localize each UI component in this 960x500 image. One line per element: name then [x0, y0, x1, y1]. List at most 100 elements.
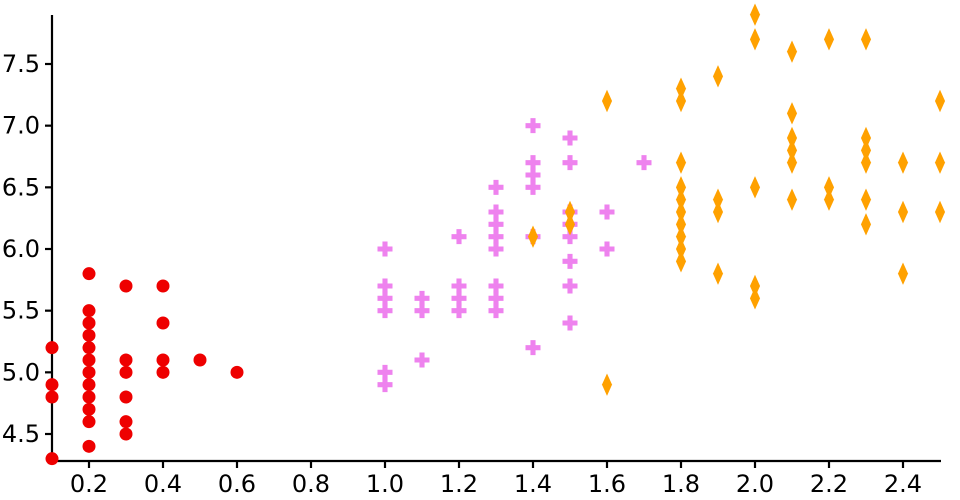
- x-tick-label: 0.6: [218, 470, 256, 498]
- data-point-circle: [119, 390, 133, 404]
- data-point-diamond: [934, 89, 946, 113]
- data-point-circle: [82, 341, 96, 355]
- data-point-circle: [45, 452, 59, 466]
- data-point-plus: [562, 155, 578, 171]
- data-point-circle: [82, 390, 96, 404]
- data-point-diamond: [675, 213, 687, 236]
- data-point-circle: [156, 353, 170, 367]
- series-virginica-markers: [527, 3, 946, 396]
- data-point-plus: [562, 315, 578, 331]
- y-axis-tick-marks: [45, 62, 52, 436]
- y-tick-label: 6.0: [2, 235, 40, 263]
- data-point-plus: [599, 204, 615, 220]
- data-point-plus: [636, 155, 652, 171]
- data-point-diamond: [860, 213, 872, 236]
- series-setosa-markers: [45, 267, 244, 466]
- data-point-diamond: [860, 139, 872, 162]
- data-point-plus: [599, 241, 615, 257]
- data-point-plus: [488, 303, 504, 319]
- y-tick-label: 4.5: [2, 420, 40, 448]
- data-point-diamond: [712, 65, 724, 88]
- data-point-diamond: [786, 139, 798, 162]
- data-point-plus: [525, 340, 541, 356]
- data-point-plus: [562, 130, 578, 146]
- data-point-plus: [488, 204, 504, 220]
- data-point-plus: [488, 179, 504, 195]
- data-point-diamond: [786, 102, 798, 125]
- data-point-circle: [156, 316, 170, 330]
- data-point-circle: [45, 390, 59, 404]
- data-point-diamond: [712, 200, 724, 224]
- data-point-circle: [82, 378, 96, 392]
- x-tick-label: 1.2: [440, 470, 478, 498]
- data-point-circle: [82, 365, 96, 379]
- data-point-circle: [82, 353, 96, 367]
- data-point-diamond: [786, 151, 798, 174]
- data-point-diamond: [897, 200, 909, 224]
- data-point-plus: [562, 278, 578, 294]
- data-point-diamond: [712, 262, 724, 285]
- x-tick-label: 1.4: [514, 470, 552, 498]
- data-point-diamond: [675, 225, 687, 248]
- x-axis-tick-marks: [87, 461, 905, 468]
- y-tick-label: 6.5: [2, 173, 40, 201]
- y-tick-label: 5.0: [2, 358, 40, 386]
- data-point-diamond: [860, 151, 872, 174]
- data-point-circle: [82, 328, 96, 342]
- x-tick-label: 0.4: [144, 470, 182, 498]
- data-point-circle: [230, 365, 244, 379]
- x-tick-label: 2.4: [884, 470, 922, 498]
- data-point-diamond: [934, 151, 946, 174]
- data-point-plus: [488, 278, 504, 294]
- data-point-diamond: [527, 225, 539, 248]
- data-point-diamond: [675, 77, 687, 100]
- data-point-diamond: [860, 188, 872, 211]
- data-point-circle: [156, 279, 170, 293]
- data-point-circle: [45, 341, 59, 355]
- data-point-circle: [119, 365, 133, 379]
- data-point-diamond: [675, 89, 687, 113]
- data-point-diamond: [860, 28, 872, 51]
- data-point-diamond: [564, 213, 576, 236]
- data-point-plus: [451, 290, 467, 306]
- data-point-plus: [562, 253, 578, 269]
- data-point-diamond: [601, 89, 613, 113]
- data-point-diamond: [934, 200, 946, 224]
- data-point-diamond: [712, 188, 724, 211]
- data-point-diamond: [823, 28, 835, 51]
- y-tick-label: 7.0: [2, 112, 40, 140]
- data-point-plus: [451, 303, 467, 319]
- data-point-plus: [414, 290, 430, 306]
- data-point-plus: [525, 118, 541, 134]
- data-point-diamond: [675, 151, 687, 174]
- data-point-diamond: [749, 3, 761, 26]
- data-point-plus: [525, 155, 541, 171]
- data-point-circle: [82, 402, 96, 416]
- data-point-plus: [488, 241, 504, 257]
- data-point-plus: [377, 278, 393, 294]
- data-point-diamond: [749, 287, 761, 310]
- data-point-plus: [525, 167, 541, 183]
- data-point-diamond: [601, 373, 613, 396]
- data-point-diamond: [860, 126, 872, 150]
- x-tick-label: 2.2: [810, 470, 848, 498]
- data-point-plus: [488, 290, 504, 306]
- data-point-circle: [45, 378, 59, 392]
- data-point-diamond: [749, 274, 761, 298]
- x-axis-tick-labels: 0.2 0.4 0.6 0.8 1.0 1.2 1.4 1.6 1.8 2.0 2.2 2.4: [70, 470, 922, 498]
- data-point-plus: [377, 303, 393, 319]
- data-point-circle: [119, 415, 133, 429]
- data-point-plus: [414, 303, 430, 319]
- data-point-diamond: [786, 40, 798, 63]
- data-point-circle: [82, 304, 96, 318]
- data-point-circle: [119, 427, 133, 441]
- data-point-diamond: [675, 250, 687, 273]
- x-tick-label: 0.2: [70, 470, 108, 498]
- x-tick-label: 2.0: [736, 470, 774, 498]
- data-point-diamond: [675, 188, 687, 211]
- data-point-plus: [451, 278, 467, 294]
- data-point-plus: [562, 229, 578, 245]
- data-point-circle: [82, 439, 96, 453]
